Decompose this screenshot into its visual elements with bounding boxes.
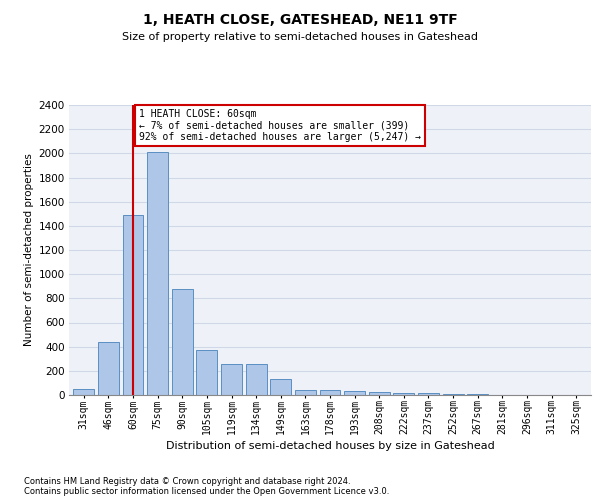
Bar bbox=[443, 394, 464, 395]
Bar bbox=[418, 393, 439, 395]
Text: Contains HM Land Registry data © Crown copyright and database right 2024.: Contains HM Land Registry data © Crown c… bbox=[24, 477, 350, 486]
Bar bbox=[320, 390, 340, 395]
Text: 1 HEATH CLOSE: 60sqm
← 7% of semi-detached houses are smaller (399)
92% of semi-: 1 HEATH CLOSE: 60sqm ← 7% of semi-detach… bbox=[139, 108, 421, 142]
Bar bbox=[221, 364, 242, 395]
X-axis label: Distribution of semi-detached houses by size in Gateshead: Distribution of semi-detached houses by … bbox=[166, 442, 494, 452]
Bar bbox=[270, 380, 291, 395]
Bar bbox=[98, 342, 119, 395]
Bar bbox=[467, 394, 488, 395]
Bar bbox=[196, 350, 217, 395]
Bar bbox=[295, 390, 316, 395]
Y-axis label: Number of semi-detached properties: Number of semi-detached properties bbox=[25, 154, 34, 346]
Bar bbox=[369, 392, 390, 395]
Bar bbox=[344, 392, 365, 395]
Bar bbox=[147, 152, 168, 395]
Bar bbox=[394, 392, 415, 395]
Bar bbox=[245, 364, 266, 395]
Text: Contains public sector information licensed under the Open Government Licence v3: Contains public sector information licen… bbox=[24, 487, 389, 496]
Text: 1, HEATH CLOSE, GATESHEAD, NE11 9TF: 1, HEATH CLOSE, GATESHEAD, NE11 9TF bbox=[143, 12, 457, 26]
Bar bbox=[122, 215, 143, 395]
Bar bbox=[172, 288, 193, 395]
Text: Size of property relative to semi-detached houses in Gateshead: Size of property relative to semi-detach… bbox=[122, 32, 478, 42]
Bar bbox=[73, 389, 94, 395]
